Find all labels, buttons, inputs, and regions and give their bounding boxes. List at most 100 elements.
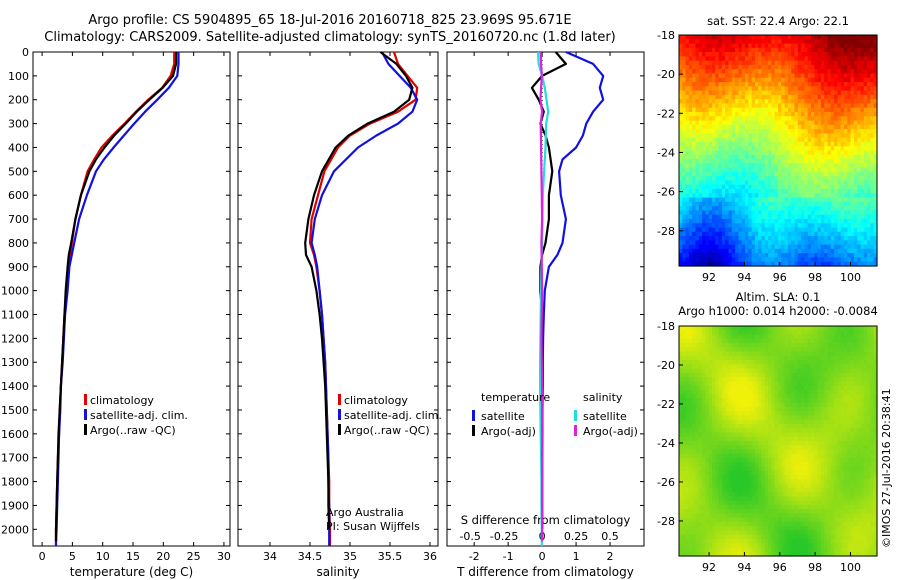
heatmap-cell xyxy=(682,120,687,126)
heatmap-cell xyxy=(850,227,855,233)
heatmap-cell xyxy=(761,244,766,250)
heatmap-cell xyxy=(718,231,723,237)
heatmap-cell xyxy=(688,364,693,370)
heatmap-cell xyxy=(778,218,782,224)
heatmap-cell xyxy=(791,210,796,216)
heatmap-cell xyxy=(685,43,690,49)
heatmap-cell xyxy=(764,338,769,344)
heatmap-cell xyxy=(685,193,690,199)
heatmap-cell xyxy=(715,394,720,400)
heatmap-cell xyxy=(692,364,697,370)
heatmap-cell xyxy=(738,261,743,267)
heatmap-cell xyxy=(804,372,809,378)
heatmap-cell xyxy=(804,406,809,412)
heatmap-cell xyxy=(758,206,763,211)
heatmap-cell xyxy=(748,398,753,404)
heatmap-cell xyxy=(817,133,822,139)
heatmap-cell xyxy=(761,180,766,186)
heatmap-cell xyxy=(860,86,865,92)
heatmap-cell xyxy=(774,214,779,220)
heatmap-cell xyxy=(692,377,697,382)
heatmap-cell xyxy=(688,415,693,421)
heatmap-cell xyxy=(708,364,713,370)
heatmap-cell xyxy=(844,423,848,429)
heatmap-cell xyxy=(745,338,749,344)
heatmap-cell xyxy=(804,133,809,139)
profile-panel-salinity: 34 34.5 35 35.5 36salinityclimatologysatelli… xyxy=(237,51,442,579)
heatmap-cell xyxy=(731,377,736,382)
heatmap-cell xyxy=(870,69,875,75)
heatmap-cell xyxy=(692,129,697,134)
heatmap-cell xyxy=(692,231,697,237)
heatmap-cell xyxy=(725,355,730,361)
heatmap-cell xyxy=(801,351,805,357)
heatmap-cell xyxy=(718,103,723,109)
heatmap-cell xyxy=(721,411,726,417)
heatmap-cell xyxy=(748,368,753,374)
heatmap-cell xyxy=(705,419,710,425)
heatmap-cell xyxy=(708,248,713,254)
heatmap-cell xyxy=(870,419,875,425)
heatmap-cell xyxy=(827,35,832,40)
heatmap-cell xyxy=(853,330,858,336)
heatmap-cell xyxy=(811,248,815,254)
heatmap-cell xyxy=(712,381,716,387)
heatmap-cell xyxy=(771,402,776,408)
heatmap-cell xyxy=(850,184,855,190)
heatmap-cell xyxy=(863,129,868,134)
heatmap-cell xyxy=(682,355,687,361)
heatmap-cell xyxy=(834,189,838,194)
heatmap-cell xyxy=(840,389,845,395)
heatmap-cell xyxy=(797,423,802,429)
heatmap-cell xyxy=(679,428,683,434)
heatmap-cell xyxy=(715,372,720,378)
heatmap-cell xyxy=(679,124,683,130)
heatmap-cell xyxy=(791,69,796,75)
heatmap-cell xyxy=(754,231,759,237)
heatmap-cell xyxy=(679,244,683,250)
heatmap-cell xyxy=(873,236,878,241)
heatmap-cell xyxy=(794,43,799,49)
heatmap-cell xyxy=(768,171,772,177)
heatmap-cell xyxy=(794,52,799,57)
heatmap-cell xyxy=(761,398,766,404)
heatmap-cell xyxy=(781,171,786,177)
heatmap-cell xyxy=(867,159,871,164)
heatmap-cell xyxy=(751,253,756,259)
heatmap-cell xyxy=(801,56,805,62)
heatmap-cell xyxy=(771,116,776,122)
heatmap-cell xyxy=(870,193,875,199)
heatmap-cell xyxy=(794,347,799,353)
heatmap-cell xyxy=(738,77,743,83)
heatmap-cell xyxy=(698,197,703,203)
heatmap-cell xyxy=(708,133,713,139)
heatmap-cell xyxy=(870,240,875,246)
heatmap-cell xyxy=(814,227,819,233)
heatmap-cell xyxy=(728,343,733,348)
heatmap-cell xyxy=(867,35,871,40)
heatmap-cell xyxy=(771,381,776,387)
heatmap-cell xyxy=(771,64,776,70)
heatmap-cell xyxy=(834,64,838,70)
heatmap-cell xyxy=(797,60,802,66)
heatmap-cell xyxy=(685,176,690,182)
heatmap-cell xyxy=(824,244,829,250)
heatmap-cell xyxy=(751,364,756,370)
heatmap-cell xyxy=(860,326,865,331)
heatmap-cell xyxy=(774,90,779,96)
heatmap-cell xyxy=(771,201,776,207)
heatmap-cell xyxy=(735,253,739,259)
heatmap-cell xyxy=(853,43,858,49)
heatmap-cell xyxy=(820,90,825,96)
plot-frame xyxy=(32,51,231,547)
heatmap-cell xyxy=(682,389,687,395)
map-x-tick-label: 94 xyxy=(737,271,751,284)
heatmap-cell xyxy=(764,343,769,348)
heatmap-cell xyxy=(820,116,825,122)
heatmap-cell xyxy=(745,39,749,45)
heatmap-cell xyxy=(827,210,832,216)
heatmap-cell xyxy=(758,423,763,429)
heatmap-cell xyxy=(860,39,865,45)
heatmap-cell xyxy=(708,103,713,109)
heatmap-cell xyxy=(844,231,848,237)
